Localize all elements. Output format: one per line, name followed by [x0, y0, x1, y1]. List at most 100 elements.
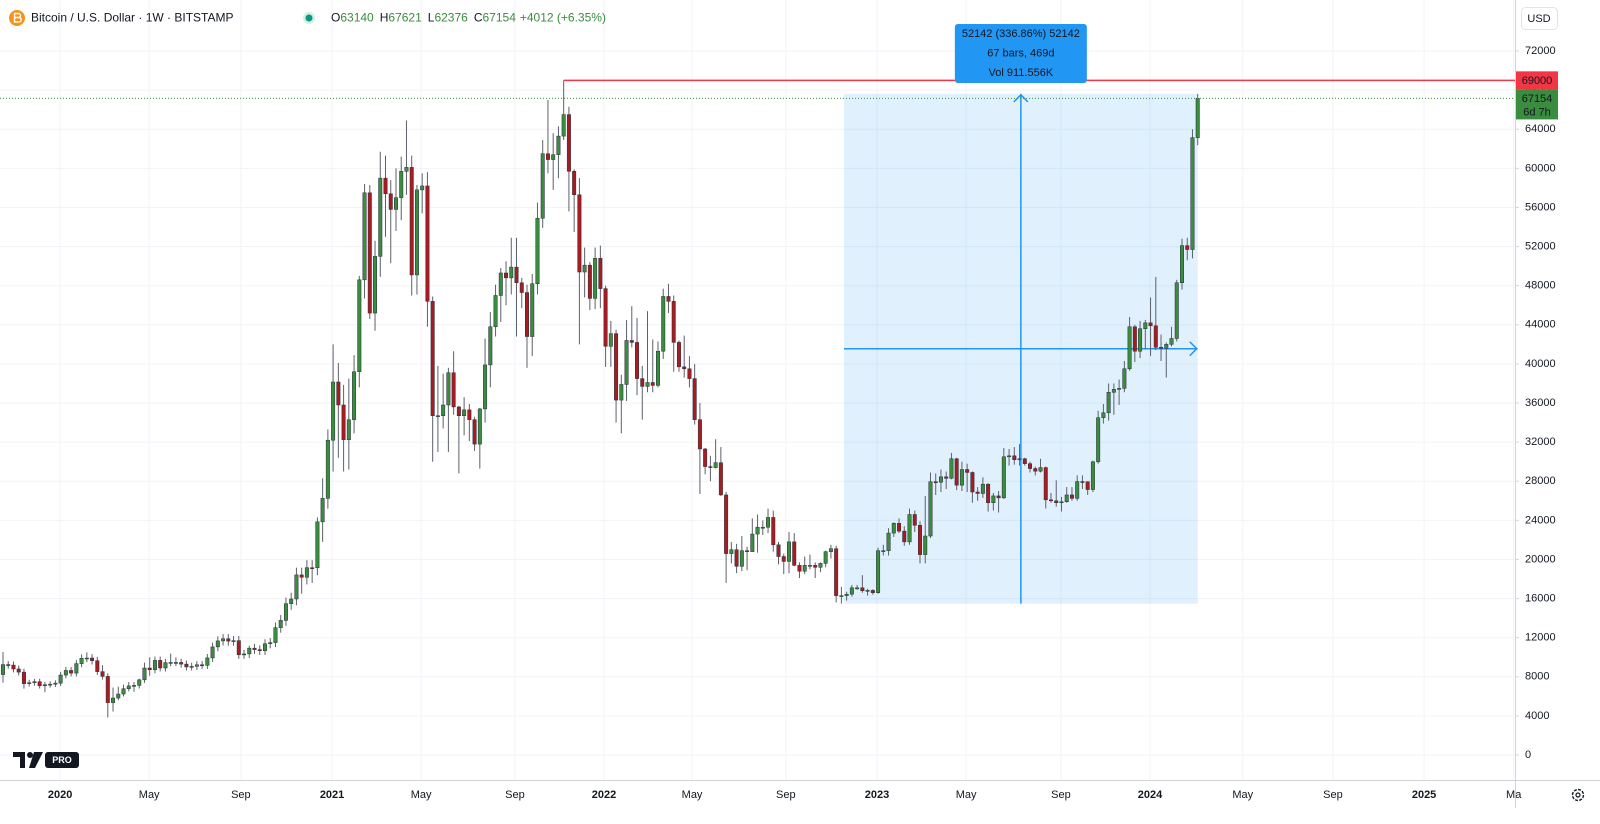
- y-tick-label: 72000: [1525, 45, 1556, 57]
- candle-body: [294, 574, 299, 600]
- last-price-label: 67154: [1522, 93, 1553, 105]
- candle-body: [111, 697, 116, 703]
- y-tick-label: 52000: [1525, 240, 1556, 252]
- candle-body: [341, 404, 346, 440]
- ohlc-key: O: [331, 11, 340, 25]
- candle-body: [603, 288, 608, 347]
- ohlc-value: 67154: [483, 11, 517, 25]
- candle-body: [975, 491, 980, 494]
- candle-body: [95, 660, 100, 672]
- ohlc-value: 62376: [434, 11, 468, 25]
- candle-body: [991, 495, 996, 504]
- candle-body: [336, 381, 341, 406]
- overlay: 52142 (336.86%) 52142 67 bars, 469d Vol 91…: [0, 24, 1515, 99]
- candle-body: [116, 693, 121, 699]
- candle-body: [818, 563, 823, 568]
- candle-body: [1195, 98, 1200, 138]
- candle-body: [708, 466, 713, 468]
- candle-body: [1064, 494, 1069, 503]
- candle-body: [535, 217, 540, 284]
- candle-body: [823, 551, 828, 564]
- candle-body: [729, 549, 734, 554]
- candle-body: [84, 657, 89, 660]
- candle-body: [42, 684, 47, 687]
- candle-body: [551, 154, 556, 160]
- currency-button[interactable]: [1521, 7, 1558, 30]
- candle-body: [682, 366, 687, 370]
- candle-body: [1090, 461, 1095, 490]
- candle-body: [813, 565, 818, 568]
- candle-body: [404, 167, 409, 172]
- candle-body: [488, 326, 493, 366]
- y-tick-label: 12000: [1525, 632, 1556, 644]
- candle-body: [58, 674, 63, 684]
- candle-body: [807, 565, 812, 567]
- ohlc-change: +4012 (+6.35%): [520, 11, 606, 25]
- candle-body: [587, 264, 592, 299]
- candle-body: [1022, 458, 1027, 464]
- settings-icon[interactable]: [1571, 788, 1585, 802]
- currency-label[interactable]: USD: [1527, 13, 1550, 25]
- candle-body: [1054, 500, 1059, 504]
- symbol-glyph: [13, 12, 22, 23]
- candle-body: [179, 662, 184, 665]
- candle-body: [619, 384, 624, 401]
- candle-body: [399, 171, 404, 198]
- candle-body: [687, 368, 692, 379]
- y-tick-label: 28000: [1525, 475, 1556, 487]
- candle-body: [938, 476, 943, 483]
- candle-body: [839, 595, 844, 597]
- candle-body: [16, 668, 21, 673]
- candle-body: [304, 567, 309, 578]
- candle-body: [158, 660, 163, 669]
- candle-body: [446, 372, 451, 406]
- candle-body: [252, 647, 257, 650]
- candle-body: [1190, 137, 1195, 250]
- hline-price-label: 69000: [1522, 75, 1553, 87]
- candle-body: [897, 523, 902, 532]
- candle-body: [1132, 326, 1137, 352]
- candle-body: [27, 682, 32, 684]
- candle-body: [928, 481, 933, 537]
- candle-body: [320, 498, 325, 523]
- x-tick-label: May: [956, 789, 977, 801]
- candle-body: [200, 664, 205, 667]
- candle-body: [210, 646, 215, 659]
- candle-body: [514, 266, 519, 284]
- candle-body: [100, 671, 105, 677]
- settings-hub[interactable]: [1575, 792, 1581, 798]
- candle-body: [734, 549, 739, 567]
- x-tick-label: 2022: [592, 789, 616, 801]
- candle-body: [168, 662, 173, 664]
- candle-body: [1101, 412, 1106, 418]
- candle-body: [299, 574, 304, 578]
- candle-body: [608, 333, 613, 347]
- candle-body: [1069, 494, 1074, 499]
- candle-body: [1169, 338, 1174, 345]
- x-tick-label: Sep: [505, 789, 525, 801]
- candle-body: [6, 664, 11, 666]
- candle-body: [231, 640, 236, 642]
- candle-body: [346, 419, 351, 440]
- candle-body: [147, 667, 152, 671]
- candle-body: [577, 194, 582, 273]
- candle-body: [69, 670, 74, 674]
- candle-body: [273, 627, 278, 643]
- candle-body: [1164, 344, 1169, 349]
- ohlc-key: C: [474, 11, 483, 25]
- candle-body: [472, 419, 477, 445]
- symbol-title[interactable]: Bitcoin / U.S. Dollar · 1W · BITSTAMP: [31, 11, 233, 25]
- candle-body: [493, 295, 498, 328]
- candle-body: [593, 258, 598, 299]
- candle-body: [970, 472, 975, 493]
- x-tick-label: Sep: [776, 789, 796, 801]
- candle-body: [865, 590, 870, 592]
- time-scale-panel: [0, 780, 1515, 824]
- candle-body: [1085, 481, 1090, 490]
- y-tick-label: 48000: [1525, 280, 1556, 292]
- settings-gear[interactable]: [1571, 788, 1585, 802]
- candle-body: [1007, 455, 1012, 458]
- x-tick-label: May: [411, 789, 432, 801]
